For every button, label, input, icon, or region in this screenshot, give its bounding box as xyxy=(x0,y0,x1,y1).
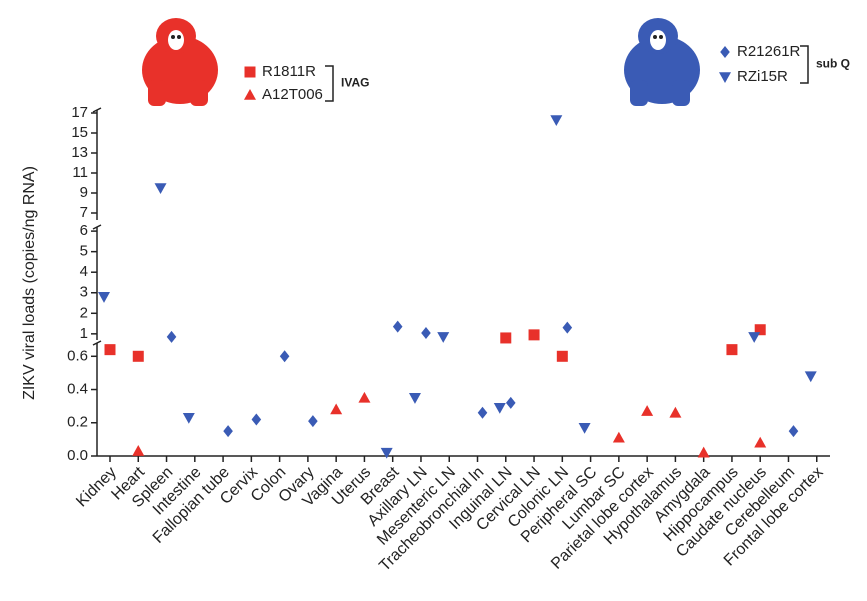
data-point xyxy=(500,332,511,343)
data-point xyxy=(223,425,233,437)
data-point xyxy=(726,344,737,355)
data-point xyxy=(563,322,573,334)
legend-marker xyxy=(245,67,256,78)
y-tick-label: 9 xyxy=(80,184,88,201)
y-tick-label: 0.6 xyxy=(67,347,88,364)
legend-label: R1811R xyxy=(262,63,316,80)
data-point xyxy=(478,407,488,419)
data-point xyxy=(805,371,817,382)
legend-label: A12T006 xyxy=(262,86,323,103)
y-tick-label: 1 xyxy=(80,325,88,342)
y-tick-label: 3 xyxy=(80,284,88,301)
y-tick-label: 0.0 xyxy=(67,447,88,464)
legend-bracket xyxy=(800,46,808,83)
y-tick-label: 5 xyxy=(80,243,88,260)
data-point xyxy=(494,403,506,414)
page: {"chart_data": { "type": "scatter", "y_l… xyxy=(0,0,867,601)
data-point xyxy=(437,332,449,343)
data-point xyxy=(669,407,681,418)
data-point xyxy=(183,413,195,424)
legend-group-label: sub Q xyxy=(816,57,850,71)
data-point xyxy=(393,321,403,333)
y-tick-label: 0.4 xyxy=(67,380,88,397)
data-point xyxy=(641,405,653,416)
y-tick-label: 4 xyxy=(80,263,88,280)
data-point xyxy=(167,331,177,343)
y-tick-label: 0.2 xyxy=(67,414,88,431)
data-point xyxy=(132,445,144,456)
chart: ZIKV viral loads (copies/ng RNA) 0.0 0.2 0… xyxy=(0,0,867,596)
data-point xyxy=(133,351,144,362)
data-point xyxy=(358,392,370,403)
y-tick-label: 15 xyxy=(71,124,88,141)
blue-monkey-icon xyxy=(624,18,700,106)
data-point xyxy=(330,403,342,414)
data-point xyxy=(409,393,421,404)
y-tick-label: 2 xyxy=(80,304,88,321)
y-tick-label: 17 xyxy=(71,104,88,121)
data-point xyxy=(105,344,116,355)
legend-group-label: IVAG xyxy=(341,76,369,90)
data-point xyxy=(557,351,568,362)
data-point xyxy=(308,415,318,427)
data-point xyxy=(613,432,625,443)
y-axis-label: ZIKV viral loads (copies/ng RNA) xyxy=(21,166,38,400)
legend-label: RZi15R xyxy=(737,68,788,85)
data-point xyxy=(698,447,710,458)
data-point xyxy=(252,413,262,425)
y-tick-label: 6 xyxy=(80,222,88,239)
data-point xyxy=(421,327,431,339)
data-point xyxy=(280,350,290,362)
data-point xyxy=(381,448,393,459)
data-point xyxy=(506,397,516,409)
y-tick-label: 11 xyxy=(72,164,88,181)
data-point xyxy=(155,183,167,194)
legend-bracket xyxy=(325,66,333,101)
legend-marker xyxy=(719,72,731,83)
legend-marker xyxy=(244,89,256,100)
data-point xyxy=(789,425,799,437)
y-tick-label: 7 xyxy=(80,204,88,221)
data-point xyxy=(579,423,591,434)
data-point xyxy=(754,437,766,448)
data-point xyxy=(98,292,110,303)
data-point xyxy=(529,329,540,340)
y-tick-label: 13 xyxy=(71,144,88,161)
red-monkey-icon xyxy=(142,18,218,106)
legend-label: R21261R xyxy=(737,43,801,60)
legend-marker xyxy=(720,46,730,58)
data-point xyxy=(748,332,760,343)
data-point xyxy=(550,115,562,126)
